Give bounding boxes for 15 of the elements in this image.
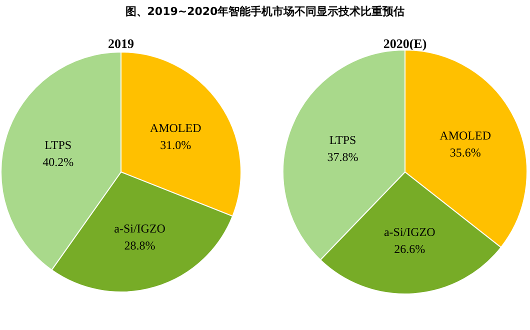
- slice-label: a-Si/IGZO: [384, 224, 436, 239]
- slice-label: LTPS: [44, 138, 72, 152]
- data-label: 28.8%: [124, 238, 156, 252]
- slice-label: AMOLED: [150, 120, 202, 135]
- data-label: 35.6%: [450, 146, 481, 160]
- slice-label: LTPS: [329, 132, 356, 147]
- text: 图、2019~2020年智能手机市场不同显示技术比重预估: [125, 5, 405, 18]
- data-label: 37.8%: [327, 150, 358, 164]
- data-label: 31.0%: [160, 138, 192, 152]
- chart-subtitle: 2019: [108, 36, 134, 51]
- slice-label: a-Si/IGZO: [114, 221, 166, 236]
- slice-label: AMOLED: [440, 128, 492, 143]
- data-label: 40.2%: [42, 155, 74, 169]
- chart-title: 2020(E): [383, 36, 427, 51]
- data-label: 26.6%: [394, 242, 426, 256]
